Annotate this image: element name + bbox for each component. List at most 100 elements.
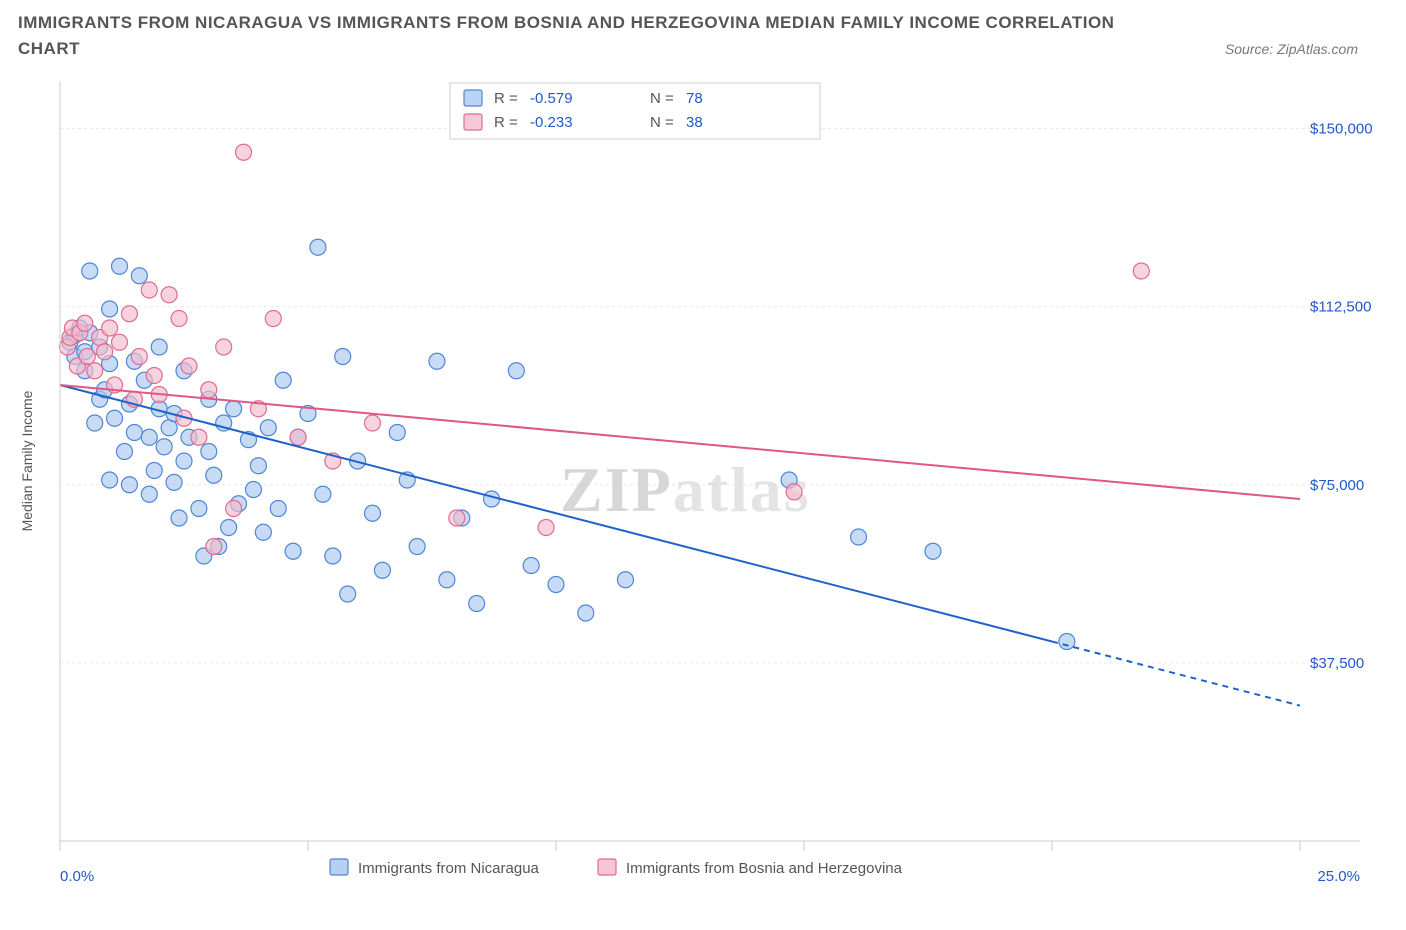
nicaragua-point <box>116 444 132 460</box>
bosnia-point <box>141 282 157 298</box>
bosnia-point <box>97 344 113 360</box>
nicaragua-point <box>121 477 137 493</box>
bosnia-point <box>236 144 252 160</box>
bosnia-point <box>161 287 177 303</box>
nicaragua-point <box>315 486 331 502</box>
nicaragua-point <box>310 239 326 255</box>
nicaragua-point <box>925 543 941 559</box>
series-legend: Immigrants from NicaraguaImmigrants from… <box>330 859 903 877</box>
bosnia-point <box>216 339 232 355</box>
nicaragua-point <box>275 372 291 388</box>
nicaragua-point <box>429 353 445 369</box>
nicaragua-point <box>156 439 172 455</box>
bosnia-point <box>121 306 137 322</box>
nicaragua-point <box>523 558 539 574</box>
source-attribution: Source: ZipAtlas.com <box>1225 41 1358 57</box>
bosnia-point <box>364 415 380 431</box>
bosnia-r-value: -0.233 <box>530 114 573 131</box>
nicaragua-point <box>548 577 564 593</box>
x-axis-max-label: 25.0% <box>1317 868 1360 885</box>
bosnia-point <box>146 368 162 384</box>
nicaragua-point <box>82 263 98 279</box>
nicaragua-n-value: 78 <box>686 90 703 107</box>
y-tick-label: $150,000 <box>1310 121 1373 138</box>
nicaragua-bottom-swatch <box>330 859 348 875</box>
nicaragua-r-value: -0.579 <box>530 90 573 107</box>
bosnia-point <box>131 349 147 365</box>
bosnia-point <box>1133 263 1149 279</box>
nicaragua-point <box>617 572 633 588</box>
nicaragua-point <box>335 349 351 365</box>
bosnia-point <box>201 382 217 398</box>
n-label: N = <box>650 90 674 107</box>
correlation-stats-legend: R = -0.579 N = 78 R = -0.233 N = 38 <box>450 83 820 139</box>
nicaragua-point <box>176 453 192 469</box>
r-label: R = <box>494 90 518 107</box>
nicaragua-point <box>146 463 162 479</box>
bosnia-point <box>206 539 222 555</box>
nicaragua-point <box>439 572 455 588</box>
nicaragua-point <box>508 363 524 379</box>
r-label: R = <box>494 114 518 131</box>
nicaragua-point <box>107 410 123 426</box>
nicaragua-point <box>102 301 118 317</box>
nicaragua-point <box>245 482 261 498</box>
nicaragua-point <box>250 458 266 474</box>
bosnia-point <box>226 501 242 517</box>
bosnia-point <box>171 311 187 327</box>
bosnia-point <box>87 363 103 379</box>
nicaragua-legend-label: Immigrants from Nicaragua <box>358 860 540 877</box>
nicaragua-point <box>389 425 405 441</box>
nicaragua-point <box>409 539 425 555</box>
nicaragua-point <box>285 543 301 559</box>
nicaragua-point <box>340 586 356 602</box>
nicaragua-point <box>578 605 594 621</box>
nicaragua-point <box>469 596 485 612</box>
n-label: N = <box>650 114 674 131</box>
x-axis-min-label: 0.0% <box>60 868 94 885</box>
nicaragua-point <box>374 562 390 578</box>
nicaragua-point <box>851 529 867 545</box>
nicaragua-point <box>102 472 118 488</box>
nicaragua-point <box>171 510 187 526</box>
bosnia-point <box>79 349 95 365</box>
nicaragua-point <box>131 268 147 284</box>
watermark: ZIPatlas <box>560 454 811 525</box>
bosnia-point <box>786 484 802 500</box>
nicaragua-point <box>260 420 276 436</box>
correlation-scatter-chart: ZIPatlas Median Family Income $37,500 $75… <box>0 61 1406 921</box>
nicaragua-point <box>141 486 157 502</box>
nicaragua-point <box>112 258 128 274</box>
bosnia-point <box>265 311 281 327</box>
bosnia-point <box>112 334 128 350</box>
nicaragua-point <box>151 339 167 355</box>
nicaragua-point <box>270 501 286 517</box>
bosnia-point <box>181 358 197 374</box>
nicaragua-point <box>161 420 177 436</box>
bosnia-point <box>77 315 93 331</box>
nicaragua-point <box>87 415 103 431</box>
bosnia-point <box>191 429 207 445</box>
nicaragua-point <box>141 429 157 445</box>
bosnia-point <box>538 520 554 536</box>
y-tick-label: $37,500 <box>1310 655 1364 672</box>
nicaragua-point <box>364 505 380 521</box>
bosnia-legend-swatch <box>464 114 482 130</box>
nicaragua-point <box>166 474 182 490</box>
chart-title: IMMIGRANTS FROM NICARAGUA VS IMMIGRANTS … <box>18 10 1118 61</box>
nicaragua-point <box>255 524 271 540</box>
nicaragua-point <box>226 401 242 417</box>
nicaragua-legend-swatch <box>464 90 482 106</box>
y-axis-label: Median Family Income <box>19 390 35 531</box>
bosnia-point <box>102 320 118 336</box>
bosnia-n-value: 38 <box>686 114 703 131</box>
bosnia-point <box>290 429 306 445</box>
nicaragua-point <box>325 548 341 564</box>
nicaragua-point <box>126 425 142 441</box>
y-tick-label: $112,500 <box>1310 299 1371 316</box>
nicaragua-trend-line <box>60 385 1052 642</box>
y-tick-label: $75,000 <box>1310 477 1364 494</box>
nicaragua-point <box>221 520 237 536</box>
bosnia-point <box>449 510 465 526</box>
nicaragua-point <box>201 444 217 460</box>
